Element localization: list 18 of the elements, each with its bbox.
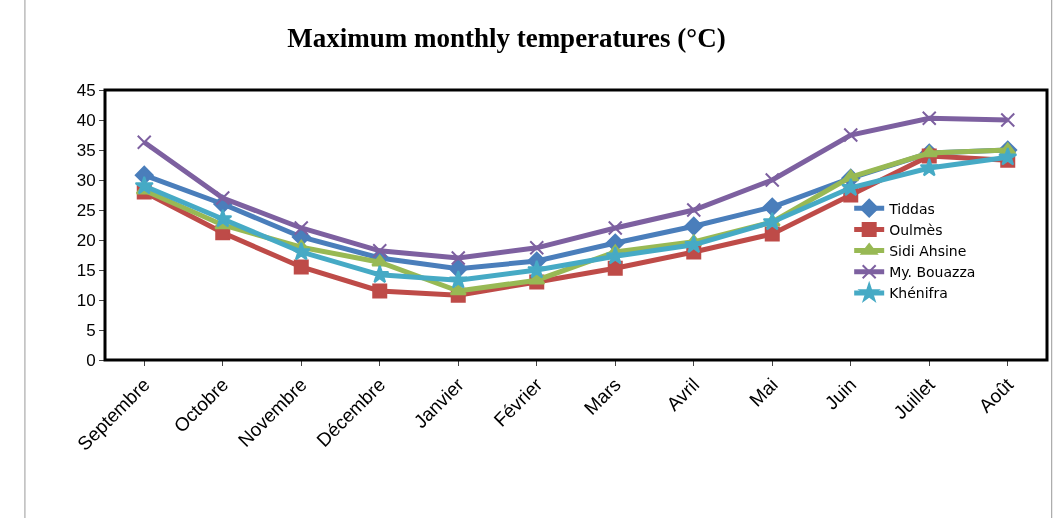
legend-label: Tiddas (888, 200, 935, 217)
legend-label: My. Bouazza (889, 264, 976, 281)
y-tick-label: 25 (76, 200, 96, 220)
y-tick-label: 10 (76, 290, 96, 310)
y-tick-label: 20 (76, 230, 96, 250)
x-tick-label: Mai (745, 374, 782, 411)
y-tick-label: 5 (86, 320, 96, 340)
legend-label: Sidi Ahsine (889, 243, 967, 260)
y-tick-label: 40 (76, 110, 96, 130)
chart-title: Maximum monthly temperatures (°C) (287, 23, 726, 54)
y-tick-label: 0 (86, 350, 96, 370)
legend-label: Khénifra (889, 285, 948, 302)
y-tick-label: 30 (76, 170, 96, 190)
y-tick-label: 15 (76, 260, 96, 280)
y-tick-label: 35 (76, 140, 96, 160)
legend-label: Oulmès (889, 221, 943, 238)
x-tick-label: Juin (820, 374, 861, 414)
y-tick-label: 45 (76, 80, 96, 100)
